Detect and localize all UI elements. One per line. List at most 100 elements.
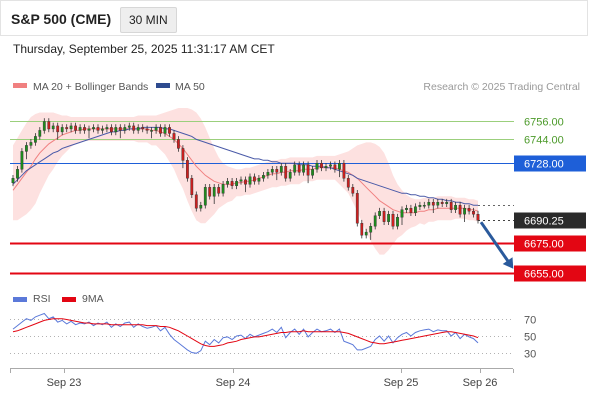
candle-body bbox=[275, 169, 279, 173]
x-tick-label: Sep 23 bbox=[47, 377, 82, 389]
candle-body bbox=[96, 127, 100, 131]
candle-body bbox=[346, 178, 350, 188]
level-label-6655.00: 6655.00 bbox=[524, 269, 564, 281]
candle-body bbox=[217, 187, 221, 194]
candle-body bbox=[329, 164, 332, 167]
candle-body bbox=[463, 207, 466, 215]
candle-body bbox=[373, 215, 377, 227]
rsi-tick-70: 70 bbox=[524, 315, 536, 327]
candle-body bbox=[288, 172, 292, 179]
ma50-line bbox=[12, 126, 478, 206]
candle-body bbox=[445, 201, 449, 204]
candle-body bbox=[427, 201, 431, 206]
candle-body bbox=[190, 178, 194, 196]
candle-body bbox=[476, 213, 480, 221]
level-label-box-6675.00 bbox=[514, 235, 586, 252]
level-labels-layer: 6756.00 6744.00 6728.00 6690.25 6675.00 6655.… bbox=[514, 117, 586, 282]
rsi-panel: 70 50 30 bbox=[10, 312, 536, 361]
timeframe-button[interactable]: 30 MIN bbox=[120, 7, 177, 33]
level-label-box-6728.00 bbox=[514, 155, 586, 172]
candle-body bbox=[20, 151, 24, 170]
candle-body bbox=[176, 139, 180, 149]
candle-body bbox=[78, 127, 82, 131]
ma50-legend-label: MA 50 bbox=[175, 81, 205, 93]
candle-body bbox=[168, 127, 171, 134]
rsi-legend-swatch bbox=[13, 297, 27, 302]
candle-body bbox=[391, 213, 395, 227]
rsi-ma-line bbox=[12, 318, 479, 347]
candle-body bbox=[87, 128, 91, 131]
x-tick-label: Sep 25 bbox=[384, 377, 419, 389]
candle-body bbox=[141, 127, 145, 130]
level-lines-layer bbox=[10, 121, 514, 275]
candle-body bbox=[100, 128, 104, 131]
candle-body bbox=[293, 164, 297, 173]
candle-body bbox=[248, 176, 252, 185]
candle-body bbox=[360, 222, 364, 236]
candle-body bbox=[11, 178, 15, 184]
rsi-legend-label: RSI bbox=[33, 293, 51, 305]
candle-body bbox=[396, 216, 399, 227]
candle-body bbox=[118, 127, 122, 131]
candle-body bbox=[333, 164, 337, 170]
level-label-6728.00: 6728.00 bbox=[524, 159, 564, 171]
candle-body bbox=[51, 125, 55, 130]
candle-body bbox=[279, 166, 283, 173]
candle-body bbox=[235, 181, 238, 187]
candle-body bbox=[324, 166, 328, 169]
rsi-tick-50: 50 bbox=[524, 332, 536, 344]
x-tick-label: Sep 24 bbox=[216, 377, 251, 389]
candle-body bbox=[145, 128, 149, 131]
candle-body bbox=[163, 127, 167, 134]
level-label-box-6690.25 bbox=[514, 212, 586, 229]
level-label-box-6655.00 bbox=[514, 265, 586, 282]
candle-body bbox=[34, 136, 37, 143]
timestamp: Thursday, September 25, 2025 11:31:17 AM… bbox=[13, 42, 275, 56]
rsi-ma-legend-swatch bbox=[62, 297, 76, 302]
candle-body bbox=[181, 148, 185, 161]
level-label-6675.00: 6675.00 bbox=[524, 239, 564, 251]
candle-body bbox=[436, 201, 440, 206]
candle-body bbox=[454, 204, 457, 210]
candle-body bbox=[132, 125, 136, 131]
candle-body bbox=[315, 163, 319, 170]
candle-body bbox=[69, 125, 73, 130]
candle-body bbox=[400, 209, 404, 218]
copyright-text: Research © 2025 Trading Central bbox=[423, 81, 580, 93]
candle-body bbox=[194, 194, 198, 209]
rsi-tick-30: 30 bbox=[524, 349, 536, 361]
candle-body bbox=[351, 187, 355, 194]
candle-body bbox=[74, 125, 78, 131]
candle-body bbox=[25, 145, 28, 152]
candle-body bbox=[159, 127, 162, 134]
ma20-legend-swatch bbox=[13, 83, 27, 88]
candle-body bbox=[150, 130, 153, 132]
candle-body bbox=[38, 130, 42, 137]
candle-body bbox=[136, 127, 140, 131]
candle-body bbox=[203, 187, 207, 206]
level-label-6744.00: 6744.00 bbox=[524, 135, 564, 147]
candle-body bbox=[114, 127, 118, 133]
x-axis: Sep 23 Sep 24 Sep 25 Sep 26 bbox=[10, 369, 514, 389]
title-bar: S&P 500 (CME) 30 MIN bbox=[0, 0, 588, 36]
candle-body bbox=[47, 121, 51, 130]
candle-body bbox=[266, 172, 270, 176]
candle-body bbox=[83, 127, 86, 131]
candle-body bbox=[109, 127, 113, 133]
candle-body bbox=[364, 231, 368, 236]
symbol-title: S&P 500 (CME) bbox=[11, 11, 112, 27]
candle-body bbox=[257, 178, 261, 182]
candle-body bbox=[105, 127, 109, 130]
candle-body bbox=[127, 125, 131, 128]
candle-body bbox=[338, 163, 341, 170]
candle-body bbox=[212, 187, 216, 197]
candle-body bbox=[221, 184, 225, 194]
candle-body bbox=[65, 127, 69, 130]
candle-body bbox=[458, 204, 462, 215]
rsi-ma-legend-label: 9MA bbox=[82, 293, 104, 305]
candle-body bbox=[472, 210, 475, 215]
candle-body bbox=[244, 179, 247, 185]
candle-body bbox=[342, 163, 346, 179]
candle-body bbox=[16, 169, 19, 179]
